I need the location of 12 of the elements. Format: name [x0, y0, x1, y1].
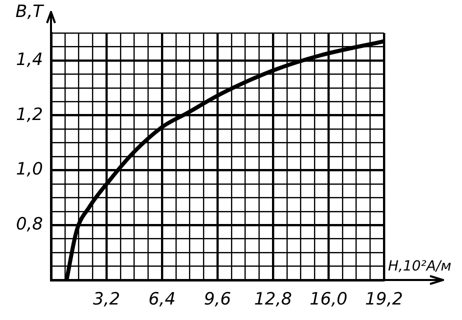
x-tick-label: 3,2 [92, 290, 120, 310]
y-tick-label: 0,8 [16, 214, 44, 235]
x-tick-label: 9,6 [204, 290, 232, 310]
y-tick-label: 1,0 [16, 160, 43, 180]
x-tick-label: 12,8 [254, 290, 292, 310]
x-tick-label: 6,4 [148, 290, 176, 310]
y-axis-title: B,T [16, 2, 45, 22]
y-tick-label: 1,4 [16, 50, 43, 70]
y-tick-label: 1,2 [16, 104, 43, 125]
x-axis-title: H,10²А/м [388, 258, 452, 275]
x-tick-label: 19,2 [365, 290, 403, 310]
x-tick-label: 16,0 [310, 290, 348, 310]
